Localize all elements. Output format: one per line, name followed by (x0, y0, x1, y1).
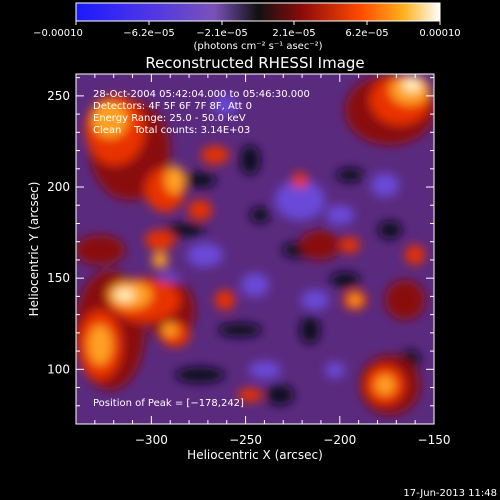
colorbar-tick-label: −0.00010 (33, 28, 83, 39)
colorbar-tick-label: −6.2e−05 (123, 28, 175, 39)
colorbar-unit-label: (photons cm⁻² s⁻¹ asec⁻²) (193, 41, 322, 52)
annotation-time-range: 28-Oct-2004 05:42:04.000 to 05:46:30.000 (93, 89, 310, 100)
footer-date: 17-Jun-2013 11:48 (403, 488, 497, 499)
colorbar-tick-label: 2.1e−05 (272, 28, 315, 39)
y-tick-label: 200 (47, 180, 70, 194)
x-axis-label: Heliocentric X (arcsec) (187, 448, 323, 462)
x-axis-ticks (75, 74, 435, 424)
x-tick-label: −300 (135, 433, 168, 447)
peak-position-label: Position of Peak = [−178,242] (93, 398, 244, 409)
x-tick-label: −250 (229, 433, 262, 447)
y-axis-tick-labels: 100 150 200 250 (47, 89, 70, 376)
colorbar-tick-label: −2.1e−05 (196, 28, 248, 39)
colorbar-ticks (75, 21, 441, 25)
y-tick-label: 100 (47, 362, 70, 376)
colorbar-tick-label: 6.2e−05 (345, 28, 388, 39)
colorbar-tick-label: 0.00010 (419, 28, 460, 39)
x-axis-tick-labels: −300 −250 −200 −150 (135, 433, 451, 447)
annotation-clean-counts: Clean Total counts: 3.14E+03 (93, 125, 250, 136)
chart-title: Reconstructed RHESSI Image (145, 54, 364, 72)
y-axis-ticks (76, 77, 434, 407)
plot-frame (75, 73, 435, 425)
heatmap-image (76, 74, 434, 424)
annotation-detectors: Detectors: 4F 5F 6F 7F 8F, Att 0 (93, 101, 252, 112)
y-tick-label: 150 (47, 271, 70, 285)
y-axis-label: Heliocentric Y (arcsec) (27, 182, 41, 317)
colorbar (75, 2, 441, 22)
x-tick-label: −200 (323, 433, 356, 447)
annotation-energy-range: Energy Range: 25.0 - 50.0 keV (93, 113, 246, 124)
x-tick-label: −150 (418, 433, 451, 447)
y-tick-label: 250 (47, 89, 70, 103)
